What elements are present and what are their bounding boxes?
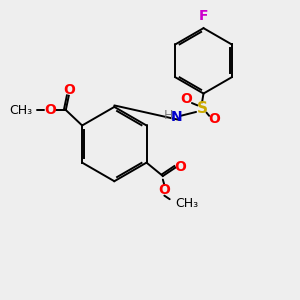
Text: O: O (44, 103, 56, 117)
Text: CH₃: CH₃ (176, 197, 199, 210)
Text: O: O (181, 92, 193, 106)
Text: O: O (63, 83, 75, 98)
Text: H: H (164, 109, 173, 122)
Text: F: F (199, 9, 208, 23)
Text: O: O (158, 183, 170, 197)
Text: N: N (171, 110, 183, 124)
Text: O: O (174, 160, 186, 174)
Text: O: O (208, 112, 220, 126)
Text: CH₃: CH₃ (9, 103, 32, 116)
Text: S: S (196, 101, 208, 116)
